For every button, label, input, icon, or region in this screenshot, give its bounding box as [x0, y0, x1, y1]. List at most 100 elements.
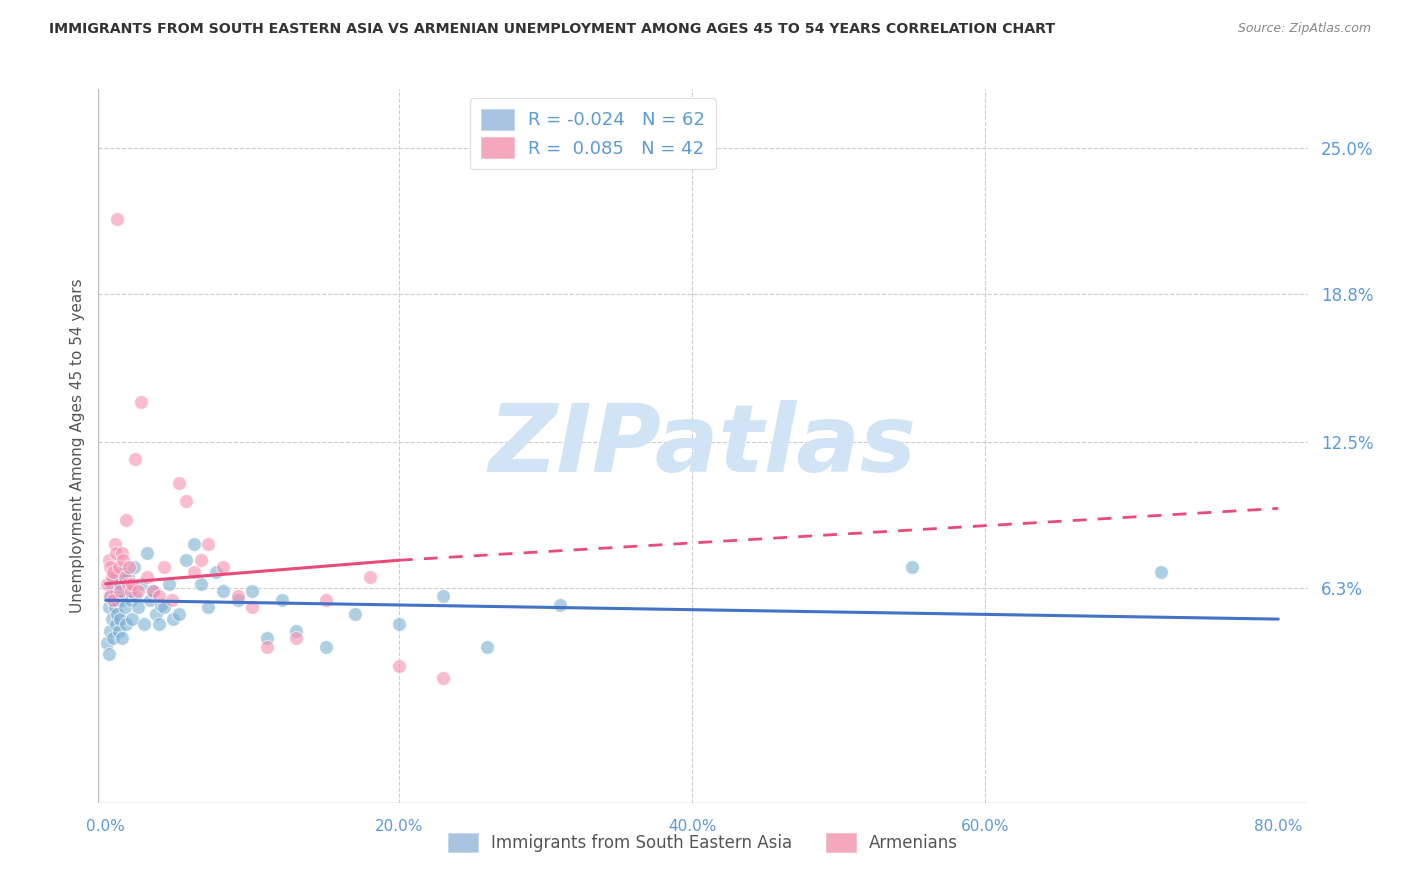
Point — [117, 570, 139, 584]
Point — [108, 589, 131, 603]
Text: IMMIGRANTS FROM SOUTH EASTERN ASIA VS ARMENIAN UNEMPLOYMENT AMONG AGES 45 TO 54 : IMMIGRANTS FROM SOUTH EASTERN ASIA VS AR… — [49, 22, 1056, 37]
Point — [388, 659, 411, 673]
Point — [96, 576, 118, 591]
Point — [108, 560, 131, 574]
Text: Source: ZipAtlas.com: Source: ZipAtlas.com — [1237, 22, 1371, 36]
Point — [118, 583, 141, 598]
Point — [138, 593, 160, 607]
Point — [103, 537, 125, 551]
Point — [135, 546, 157, 560]
Point — [112, 553, 135, 567]
Point — [105, 546, 128, 560]
Point — [114, 600, 136, 615]
Point — [183, 537, 205, 551]
Point — [197, 537, 219, 551]
Point — [97, 648, 120, 662]
Point — [101, 593, 124, 607]
Point — [100, 570, 122, 584]
Point — [145, 607, 167, 622]
Point — [124, 452, 146, 467]
Point — [127, 600, 149, 615]
Point — [226, 589, 249, 603]
Point — [1150, 565, 1173, 579]
Point — [190, 576, 212, 591]
Point — [103, 570, 125, 584]
Point — [270, 593, 292, 607]
Point — [285, 624, 308, 638]
Point — [167, 475, 190, 490]
Point — [359, 570, 381, 584]
Point — [115, 513, 138, 527]
Point — [118, 560, 141, 574]
Y-axis label: Unemployment Among Ages 45 to 54 years: Unemployment Among Ages 45 to 54 years — [69, 278, 84, 614]
Point — [475, 640, 498, 655]
Point — [108, 624, 131, 638]
Point — [548, 598, 571, 612]
Point — [285, 631, 308, 645]
Point — [212, 583, 235, 598]
Point — [132, 616, 155, 631]
Point — [98, 589, 121, 603]
Point — [142, 583, 165, 598]
Point — [97, 600, 120, 615]
Point — [97, 553, 120, 567]
Point — [101, 565, 124, 579]
Legend: Immigrants from South Eastern Asia, Armenians: Immigrants from South Eastern Asia, Arme… — [441, 826, 965, 859]
Point — [110, 612, 132, 626]
Point — [110, 583, 132, 598]
Point — [111, 546, 134, 560]
Point — [105, 616, 128, 631]
Point — [183, 565, 205, 579]
Point — [129, 395, 152, 409]
Point — [150, 598, 173, 612]
Point — [204, 565, 226, 579]
Point — [157, 576, 180, 591]
Point — [121, 612, 143, 626]
Point — [256, 631, 278, 645]
Point — [111, 631, 134, 645]
Point — [121, 576, 143, 591]
Point — [124, 589, 146, 603]
Point — [240, 600, 263, 615]
Point — [212, 560, 235, 574]
Point — [160, 593, 183, 607]
Point — [197, 600, 219, 615]
Point — [100, 576, 122, 591]
Point — [153, 600, 176, 615]
Point — [176, 494, 198, 508]
Point — [148, 589, 170, 603]
Point — [432, 589, 454, 603]
Point — [103, 600, 125, 615]
Point — [107, 607, 129, 622]
Point — [901, 560, 924, 574]
Point — [111, 593, 134, 607]
Point — [117, 576, 139, 591]
Point — [256, 640, 278, 655]
Point — [98, 560, 121, 574]
Point — [112, 565, 135, 579]
Point — [167, 607, 190, 622]
Point — [110, 576, 132, 591]
Point — [105, 583, 128, 598]
Point — [153, 560, 176, 574]
Point — [240, 583, 263, 598]
Point — [190, 553, 212, 567]
Point — [98, 624, 121, 638]
Point — [162, 612, 184, 626]
Point — [98, 589, 121, 603]
Point — [142, 583, 165, 598]
Point — [129, 576, 152, 591]
Text: ZIPatlas: ZIPatlas — [489, 400, 917, 492]
Point — [101, 593, 124, 607]
Point — [120, 593, 142, 607]
Point — [432, 671, 454, 685]
Point — [115, 616, 138, 631]
Point — [107, 211, 129, 226]
Point — [96, 635, 118, 649]
Point — [122, 560, 145, 574]
Point — [388, 616, 411, 631]
Point — [120, 583, 142, 598]
Point — [315, 640, 337, 655]
Point — [343, 607, 366, 622]
Point — [148, 616, 170, 631]
